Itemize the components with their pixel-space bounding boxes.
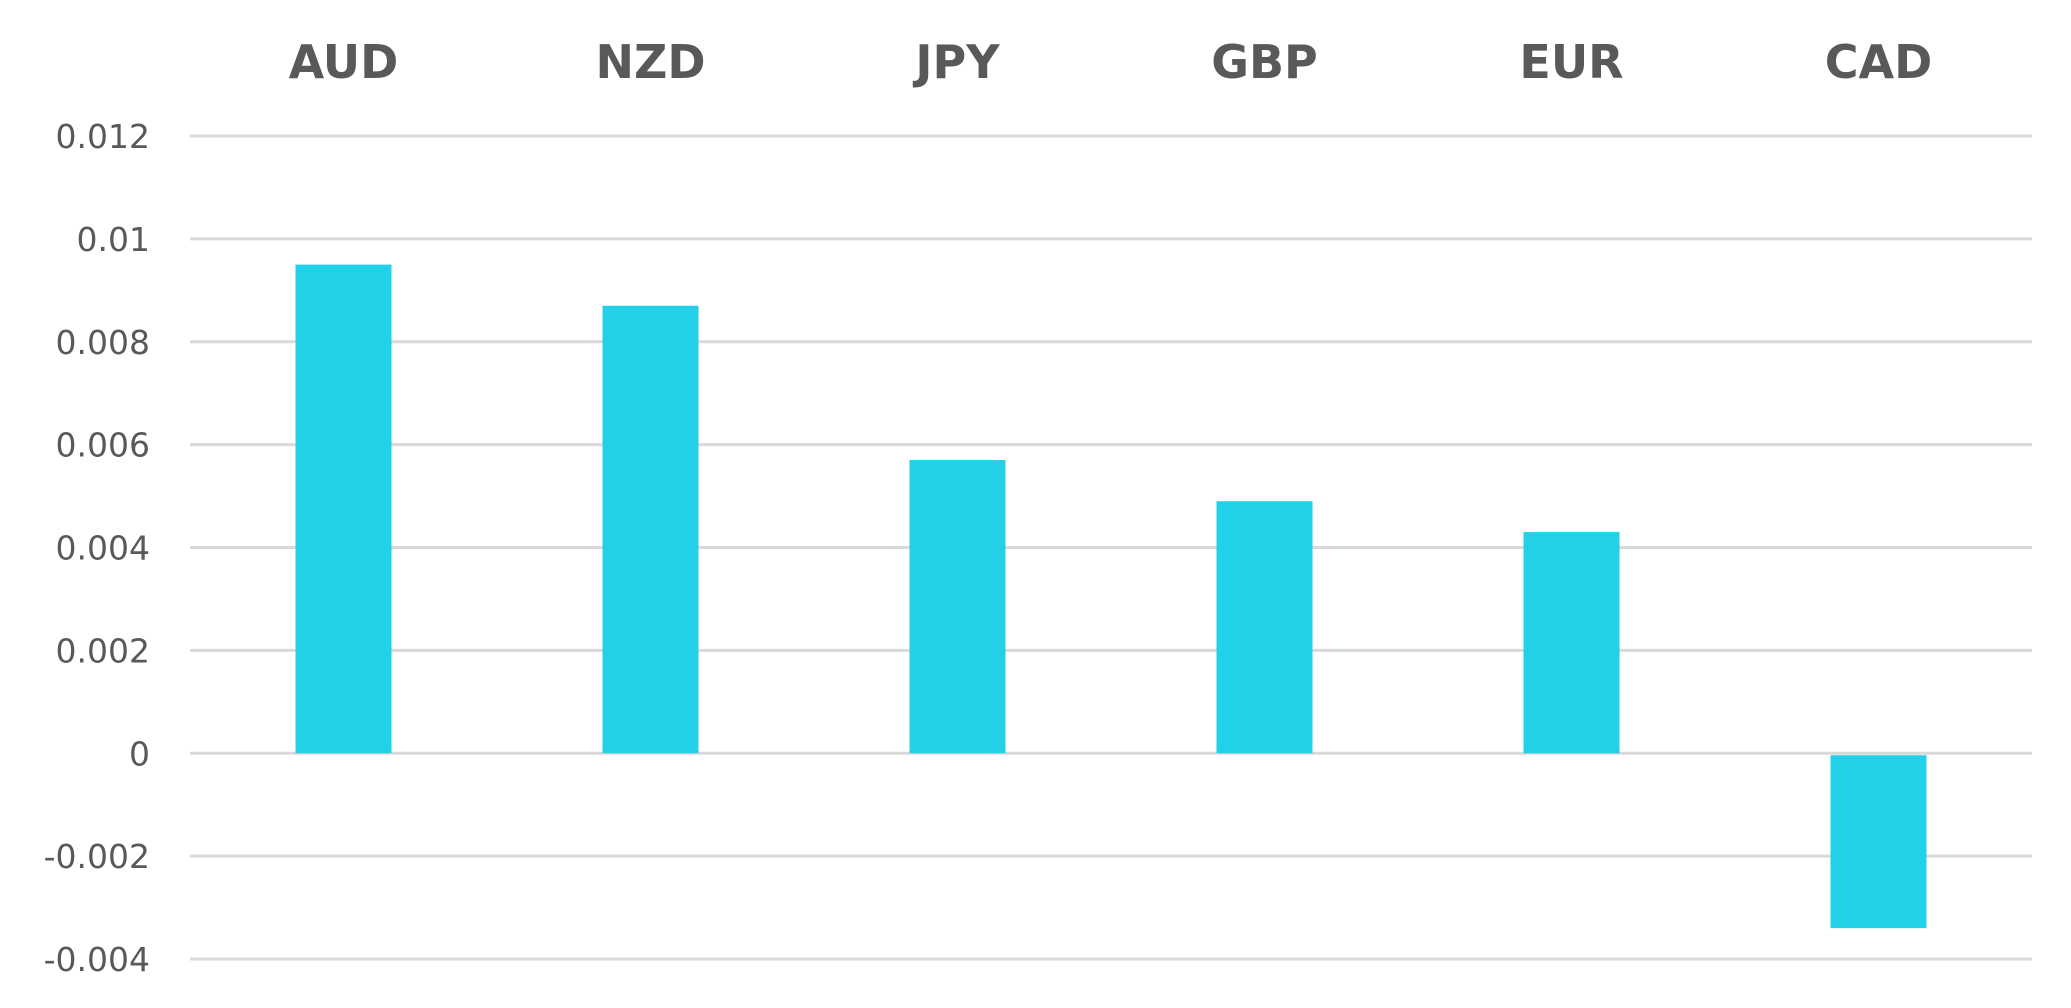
bar-gbp — [1216, 501, 1313, 754]
y-tick-label: 0.004 — [56, 529, 150, 568]
y-tick-label: 0.012 — [56, 117, 150, 156]
y-axis-tick-labels: 0.012 0.01 0.008 0.006 0.004 0.002 0 -0.002 -0.0… — [44, 117, 150, 979]
category-label-gbp: GBP — [1211, 35, 1318, 89]
y-tick-label: 0.008 — [56, 323, 150, 362]
bar-cad — [1830, 755, 1927, 929]
bar-nzd — [602, 305, 699, 754]
bars — [295, 264, 1927, 929]
y-tick-label: 0 — [129, 734, 150, 773]
category-label-nzd: NZD — [595, 35, 705, 89]
bar-aud — [295, 264, 392, 754]
y-tick-label: -0.002 — [44, 837, 150, 876]
category-label-jpy: JPY — [912, 35, 1000, 89]
bar-jpy — [909, 460, 1006, 754]
y-tick-label: 0.006 — [56, 426, 150, 465]
category-label-cad: CAD — [1825, 35, 1933, 89]
gridlines — [190, 134, 2032, 961]
y-tick-label: -0.004 — [44, 940, 150, 979]
bar-eur — [1523, 532, 1620, 754]
category-label-aud: AUD — [289, 35, 399, 89]
category-labels: AUD NZD JPY GBP EUR CAD — [289, 35, 1933, 89]
category-label-eur: EUR — [1519, 35, 1623, 89]
y-tick-label: 0.01 — [77, 220, 150, 259]
y-tick-label: 0.002 — [56, 631, 150, 670]
